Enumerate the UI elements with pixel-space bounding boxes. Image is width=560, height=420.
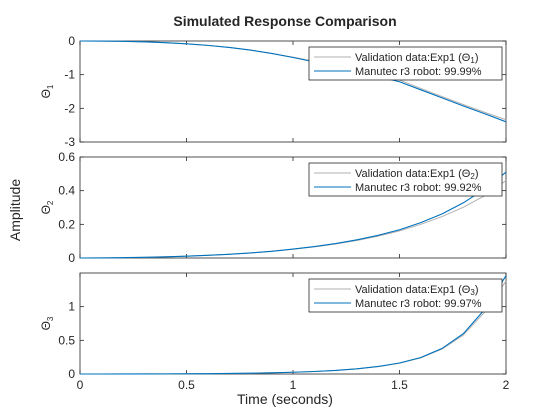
- legend-suffix: ): [475, 284, 479, 296]
- x-tick-label: 0.5: [178, 378, 195, 392]
- subplot-ylabel: Θ3: [39, 316, 55, 330]
- legend-validation-label: Validation data:Exp1 (Θ2): [355, 168, 479, 181]
- subplot-ylabel: Θ2: [39, 200, 55, 214]
- y-tick-label: -1: [64, 68, 75, 82]
- x-tick-label: 0: [77, 378, 84, 392]
- subplot-ylabel-base: Θ: [39, 89, 53, 98]
- y-tick-label: -2: [64, 101, 75, 115]
- y-tick-label: 1: [68, 300, 75, 314]
- legend-subscript: 1: [470, 56, 475, 65]
- legend-text: Validation data:Exp1 (Θ: [355, 52, 471, 64]
- y-tick-label: 0: [68, 367, 75, 381]
- x-tick-label: 2: [503, 378, 510, 392]
- legend-subscript: 2: [470, 172, 475, 181]
- legend-model-label: Manutec r3 robot: 99.92%: [355, 182, 482, 194]
- model-series-line: [79, 171, 507, 259]
- subplot-ylabel-sub: 1: [46, 84, 55, 89]
- y-tick-label: -3: [64, 135, 75, 149]
- y-tick-label: 0.4: [58, 184, 75, 198]
- legend-text: Manutec r3 robot: 99.92%: [355, 182, 482, 194]
- x-axis-label: Time (seconds): [237, 391, 333, 407]
- legend-model-label: Manutec r3 robot: 99.99%: [355, 66, 482, 78]
- y-tick-label: 0: [68, 251, 75, 265]
- legend-box: [308, 278, 503, 313]
- legend-box: [308, 162, 503, 197]
- legend-text: Manutec r3 robot: 99.97%: [355, 298, 482, 310]
- y-tick-label: 0.6: [58, 150, 75, 164]
- legend-text: Validation data:Exp1 (Θ: [355, 284, 471, 296]
- chart-title: Simulated Response Comparison: [173, 13, 396, 29]
- subplot-ylabel-base: Θ: [39, 321, 53, 330]
- y-tick-label: 0.2: [58, 217, 75, 231]
- x-tick-label: 1.5: [391, 378, 408, 392]
- y-tick-label: 0: [68, 34, 75, 48]
- y-tick-label: 0.5: [58, 333, 75, 347]
- subplot-ylabel-sub: 2: [46, 200, 55, 205]
- x-tick-label: 1: [290, 378, 297, 392]
- legend-suffix: ): [475, 52, 479, 64]
- legend-model-label: Manutec r3 robot: 99.97%: [355, 298, 482, 310]
- legend-subscript: 3: [470, 288, 475, 297]
- y-axis-label: Amplitude: [7, 179, 23, 241]
- subplot-ylabel-base: Θ: [39, 205, 53, 214]
- legend-suffix: ): [475, 168, 479, 180]
- legend-validation-label: Validation data:Exp1 (Θ1): [355, 52, 479, 65]
- model-series-line: [79, 40, 507, 123]
- subplot-ylabel: Θ1: [39, 84, 55, 98]
- legend-text: Validation data:Exp1 (Θ: [355, 168, 471, 180]
- model-series-line: [80, 275, 507, 375]
- legend-box: [308, 46, 503, 81]
- subplot-ylabel-sub: 3: [46, 316, 55, 321]
- legend-text: Manutec r3 robot: 99.99%: [355, 66, 482, 78]
- legend-validation-label: Validation data:Exp1 (Θ3): [355, 284, 479, 297]
